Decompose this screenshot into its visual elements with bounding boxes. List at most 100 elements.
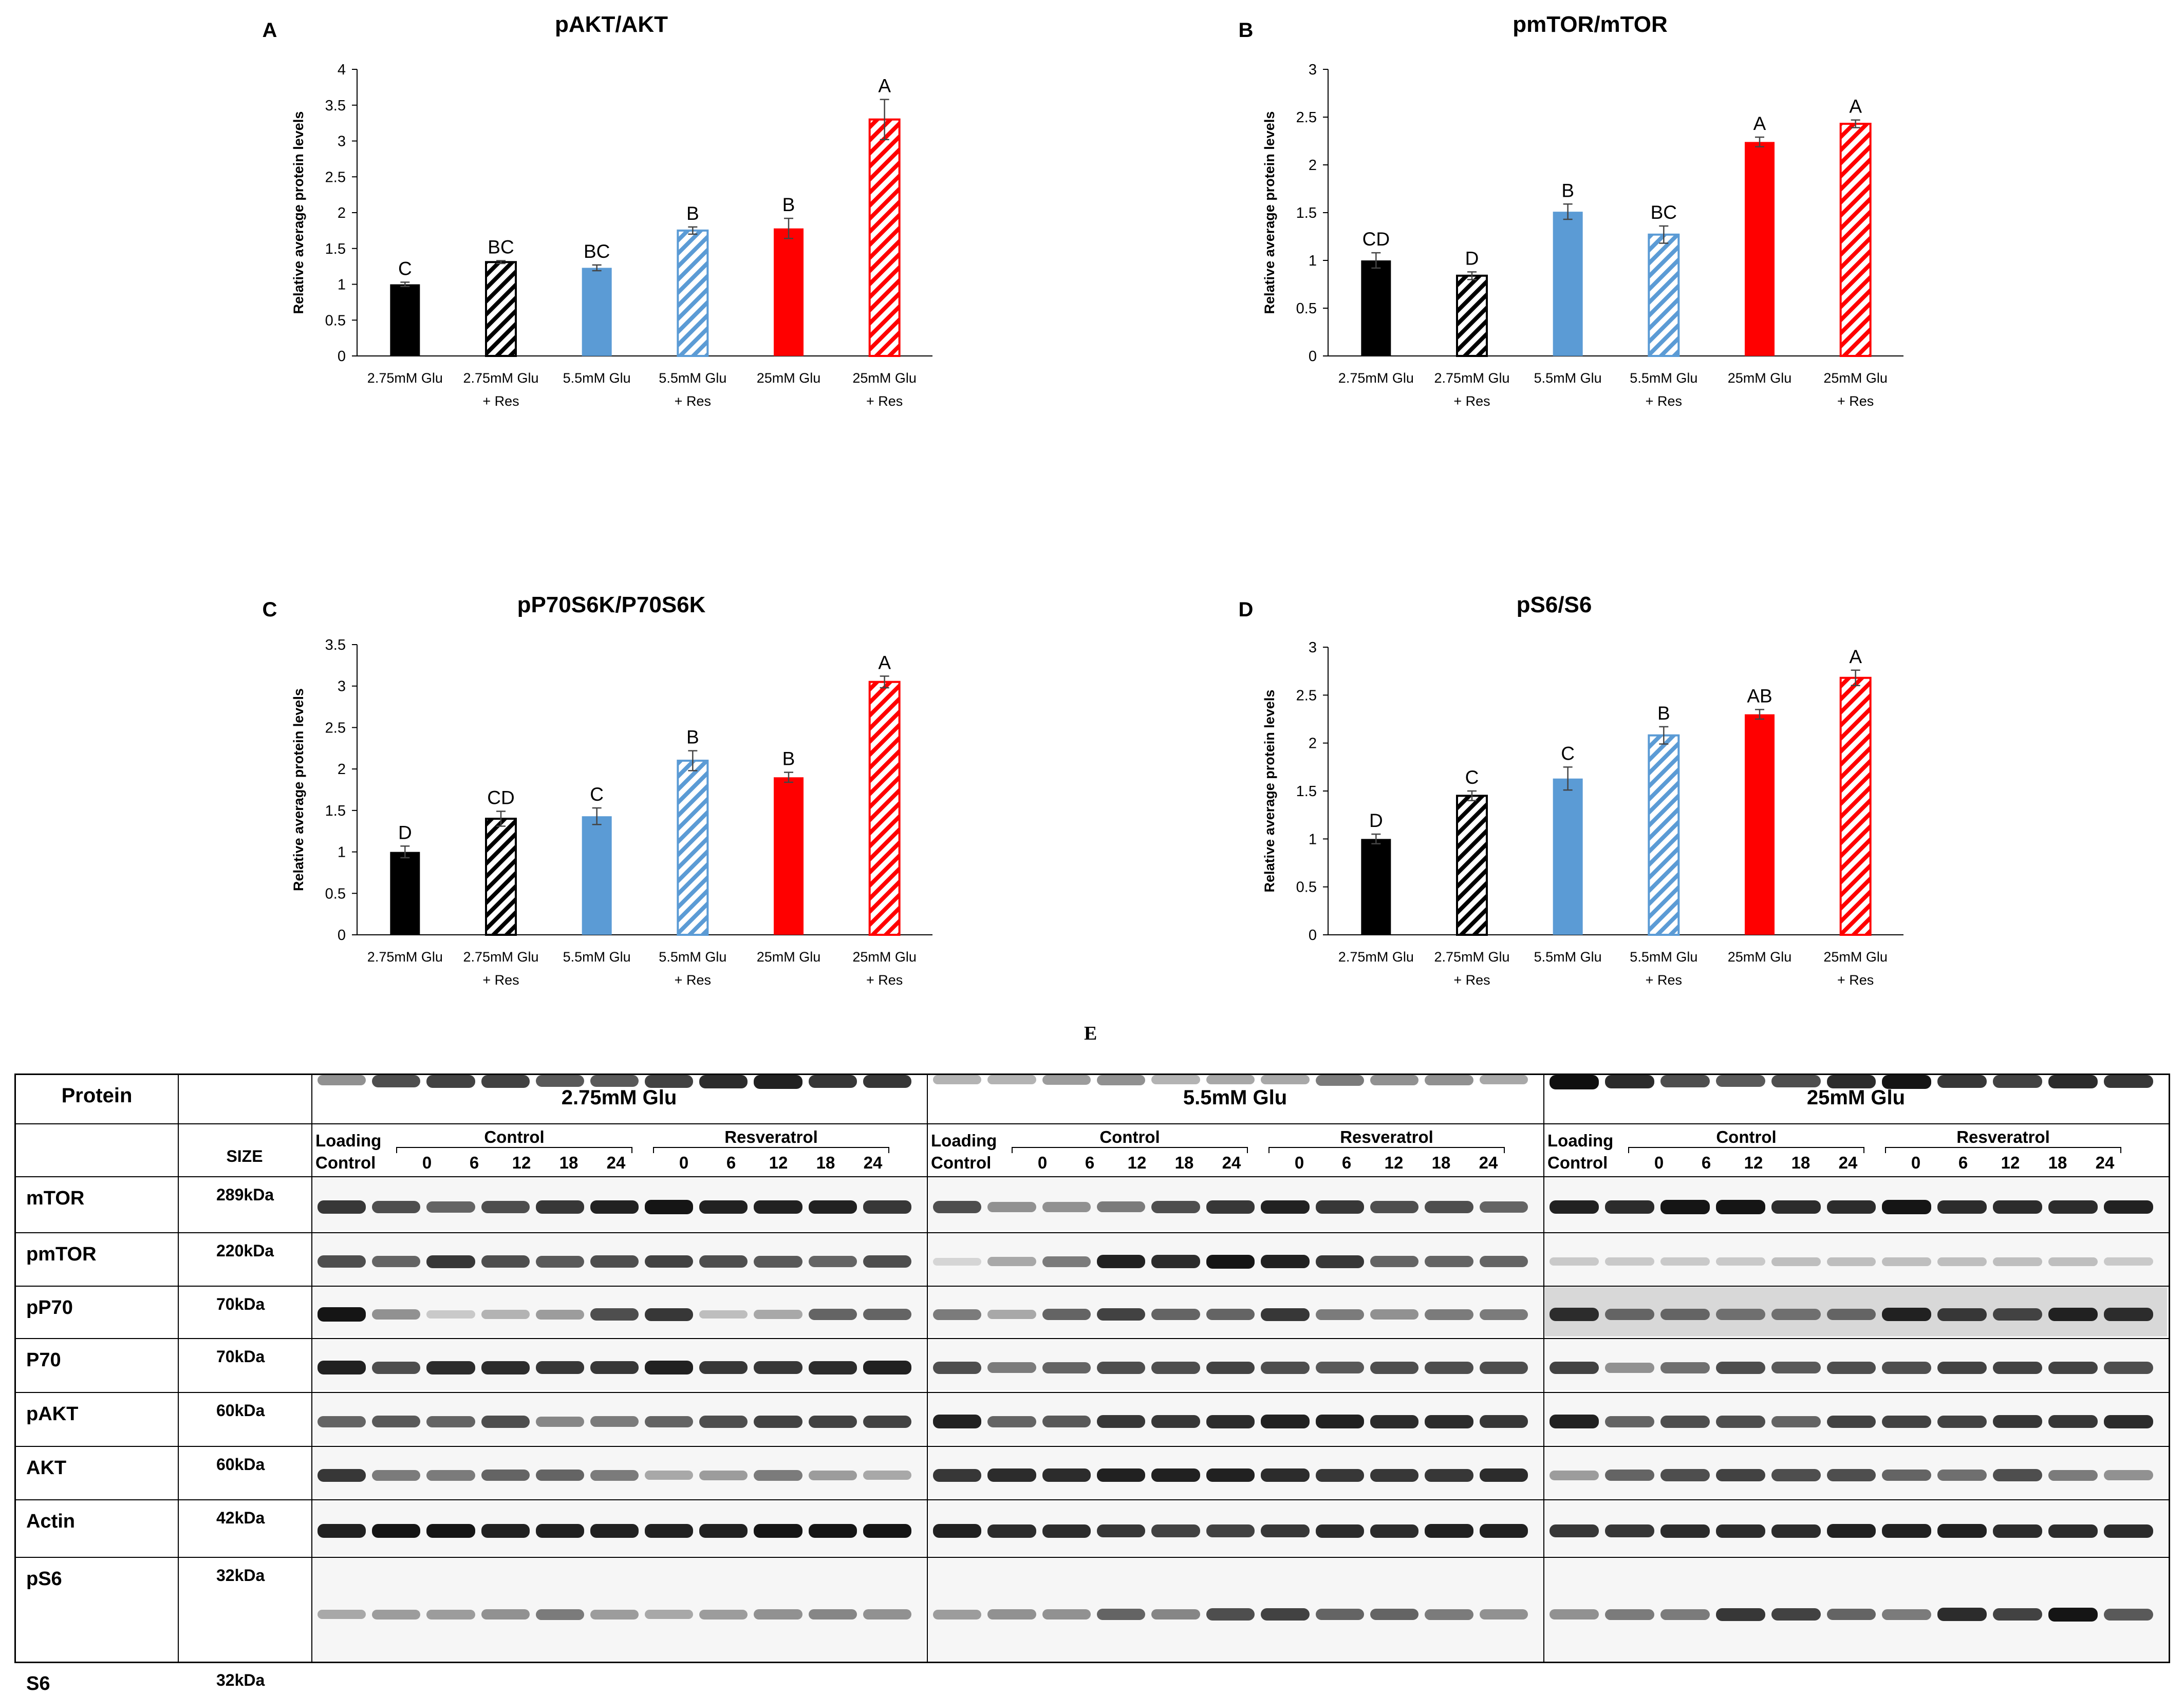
row-divider [16,1338,2169,1339]
chart-b-ytick-label: 0.5 [1296,300,1317,317]
blot-band [1042,1468,1091,1482]
blot-band [372,1361,421,1374]
blot-band [481,1415,530,1428]
timepoint-label: 24 [606,1153,626,1172]
blot-band [1097,1415,1146,1428]
column-divider [178,1075,179,1662]
header-group-2: 5.5mM Glu [1183,1086,1287,1109]
blot-band [1261,1468,1310,1482]
row-label-size: 60kDa [216,1455,265,1474]
blot-band [426,1416,475,1427]
blot-band [535,1361,584,1374]
chart-d-category-label-line2: + Res [1837,972,1874,988]
row-label-size: 220kDa [216,1241,274,1260]
blot-band [1550,1075,1599,1089]
chart-d-title: pS6/S6 [1517,592,1592,617]
blot-band [1097,1254,1146,1269]
blot-band [754,1523,802,1538]
chart-c-significance-label: A [878,652,891,673]
blot-band [645,1471,694,1480]
blot-band [2104,1470,2153,1480]
chart-d-bar [1361,839,1391,935]
chart-a-ytick-label: 3.5 [325,98,346,114]
chart-d-bar [1456,795,1488,936]
chart-c-ytick-label: 0.5 [325,886,346,902]
blot-band [1261,1524,1310,1538]
blot-band [1715,1361,1765,1374]
blot-band [933,1309,982,1320]
control-bracket [1012,1147,1248,1153]
blot-band [1715,1200,1765,1214]
blot-band [1550,1361,1599,1374]
column-divider [311,1075,312,1662]
resveratrol-bracket [1268,1147,1505,1153]
loading-control-label-line2: Control [315,1153,376,1172]
blot-band [1604,1200,1654,1214]
header-size: SIZE [226,1147,263,1165]
chart-b-category-label: 25mM Glu [1728,370,1792,386]
blot-band [426,1361,475,1374]
chart-c-category-label: 5.5mM Glu [563,949,631,965]
blot-band [1425,1468,1473,1482]
chart-b-bar [1553,212,1583,356]
row-divider [16,1232,2169,1233]
chart-c-category-label: 2.75mM Glu [463,949,538,965]
blot-band [1206,1415,1255,1428]
chart-a-significance-label: B [782,194,795,215]
blot-band [1479,1468,1528,1482]
blot-band [1715,1309,1765,1320]
blot-band [1993,1200,2043,1214]
header-group-3: 25mM Glu [1806,1086,1906,1109]
chart-d-significance-label: C [1465,767,1479,788]
blot-band [318,1610,366,1619]
blot-band [1771,1257,1821,1266]
blot-band [1151,1361,1200,1374]
blot-band [1771,1309,1821,1320]
blot-band [318,1468,366,1482]
chart-a-title: pAKT/AKT [555,12,668,37]
blot-band [863,1361,911,1375]
blot-band [808,1308,857,1321]
blot-band [426,1523,475,1538]
chart-b-ytick-label: 1 [1309,253,1317,269]
blot-band [863,1523,911,1538]
blot-band [1425,1609,1473,1620]
blot-band [1771,1469,1821,1482]
chart-c-bar [582,816,612,935]
blot-band [1042,1609,1091,1619]
blot-band [1479,1309,1528,1320]
timepoint-label: 24 [1222,1153,1241,1172]
timepoint-label: 0 [1654,1153,1664,1172]
chart-c-ylabel: Relative average protein levels [291,688,306,891]
blot-band [808,1609,857,1620]
chart-b-ytick-label: 3 [1309,62,1317,78]
blot-band [808,1523,857,1538]
blot-band [1550,1524,1599,1538]
blot-band [372,1609,421,1619]
chart-c-bar [390,852,420,935]
blot-band [481,1201,530,1213]
control-group-label: Control [1716,1127,1777,1146]
blot-band [1261,1308,1310,1321]
blot-band [1826,1361,1876,1374]
blot-band [699,1361,748,1374]
timepoint-label: 6 [1085,1153,1095,1172]
blot-band [1993,1361,2043,1374]
blot-band [1479,1075,1528,1085]
chart-a-bar [677,229,709,357]
timepoint-label: 24 [863,1153,883,1172]
chart-d-category-label: 5.5mM Glu [1630,949,1697,965]
blot-band [1882,1609,1932,1620]
chart-d-bar [1648,734,1680,936]
blot-band [1937,1415,1987,1428]
blot-band [1660,1362,1710,1373]
chart-a-category-label: 5.5mM Glu [563,370,631,386]
chart-a-letter: A [263,19,277,42]
blot-band [1550,1415,1599,1429]
blot-band [1715,1524,1765,1538]
chart-d-letter: D [1239,598,1254,621]
blot-band [933,1524,982,1538]
blot-band [1151,1308,1200,1321]
blot-band [481,1470,530,1481]
blot-band [2048,1200,2098,1214]
